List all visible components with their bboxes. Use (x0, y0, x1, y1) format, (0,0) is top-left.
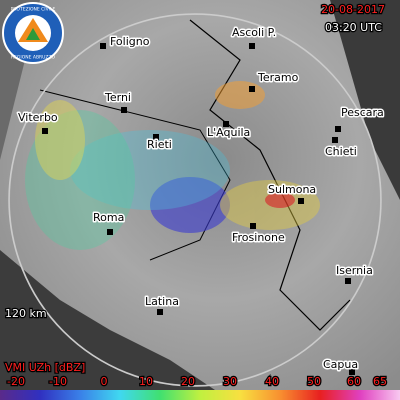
city-label: Sulmona (268, 183, 316, 196)
echo (265, 192, 295, 208)
city-label: Isernia (336, 264, 373, 277)
city-marker (153, 134, 159, 140)
city-marker (298, 198, 304, 204)
city-marker (332, 137, 338, 143)
legend-tick: 10 (139, 375, 153, 388)
legend-tick: -20 (7, 375, 25, 388)
city-label: Teramo (257, 71, 299, 84)
border (189, 19, 351, 331)
city-label: L'Aquila (207, 126, 250, 139)
city-label: Viterbo (18, 111, 58, 124)
range-label: 120 km (5, 307, 47, 320)
legend-tick: 40 (265, 375, 279, 388)
sea (0, 250, 230, 400)
legend-tick: 30 (223, 375, 237, 388)
color-scale (0, 390, 400, 400)
sea (330, 0, 400, 200)
time: 03:20 UTC (325, 21, 382, 34)
legend-tick: 50 (307, 375, 321, 388)
legend-title: VMI UZh [dBZ] (5, 361, 85, 374)
border (39, 89, 231, 261)
city-label: Roma (93, 211, 124, 224)
echo (25, 110, 135, 250)
logo: PROTEZIONE CIVILE REGIONE ABRUZZO (2, 2, 64, 64)
legend-tick: 65 (373, 375, 387, 388)
city-label: Capua (323, 358, 358, 371)
legend-tick: 20 (181, 375, 195, 388)
echo (215, 81, 265, 109)
city-marker (121, 107, 127, 113)
city-marker (100, 43, 106, 49)
date: 20-08-2017 (321, 3, 385, 16)
city-marker (250, 223, 256, 229)
city-marker (107, 229, 113, 235)
cities: Foligno Ascoli P. Teramo Terni Pescara Viterb… (17, 25, 385, 375)
range-ring (8, 13, 382, 387)
city-marker (249, 43, 255, 49)
logo-text: PROTEZIONE CIVILE (11, 7, 56, 13)
city-marker (345, 278, 351, 284)
city-label: Frosinone (232, 231, 285, 244)
legend-ticks: -20 -10 0 10 20 30 40 50 60 65 (6, 374, 388, 390)
city-marker (349, 369, 355, 375)
city-label: Latina (145, 295, 179, 308)
logo-leaf (26, 28, 40, 40)
city-marker (223, 121, 229, 127)
city-label: Ascoli P. (232, 26, 276, 39)
city-marker (157, 309, 163, 315)
city-label: Foligno (110, 35, 150, 48)
city-label: Pescara (341, 106, 384, 119)
legend-tick: -10 (49, 375, 67, 388)
city-label: Terni (104, 91, 131, 104)
legend-tick: 60 (347, 375, 361, 388)
logo-text: REGIONE ABRUZZO (11, 55, 56, 61)
echoes (9, 14, 381, 386)
city-marker (42, 128, 48, 134)
city-marker (335, 126, 341, 132)
city-label: Chieti (325, 145, 357, 158)
legend-tick: 0 (101, 375, 108, 388)
echo (35, 100, 85, 180)
echo (150, 177, 230, 233)
city-marker (249, 86, 255, 92)
echo (70, 130, 230, 210)
city-label: Rieti (147, 138, 172, 151)
